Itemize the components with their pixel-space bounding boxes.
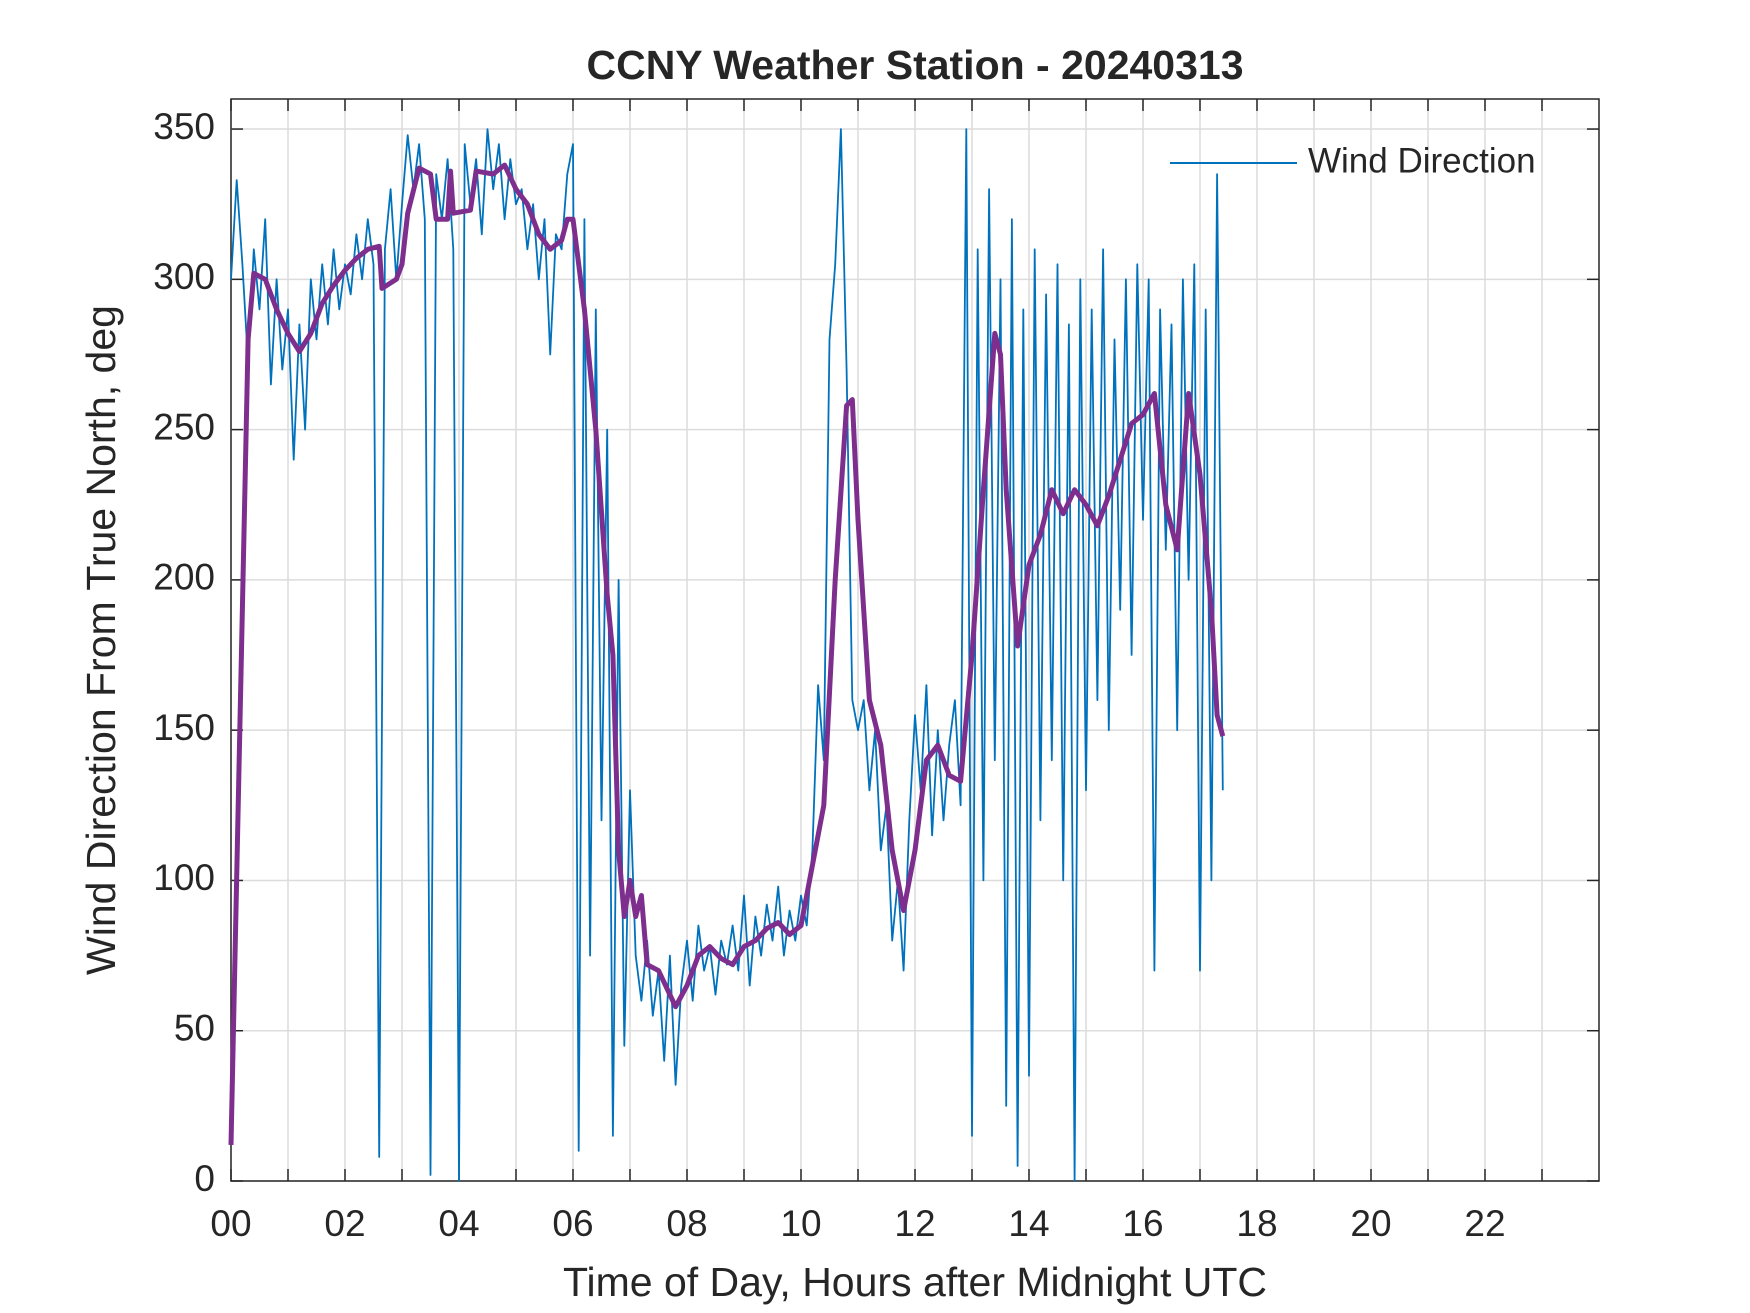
- y-tick-label: 50: [174, 1008, 215, 1049]
- y-tick-label: 250: [153, 406, 215, 447]
- x-tick-label: 04: [438, 1203, 479, 1244]
- x-tick-label: 02: [324, 1203, 365, 1244]
- y-tick-label: 100: [153, 857, 215, 898]
- y-tick-label: 200: [153, 557, 215, 598]
- y-tick-label: 0: [194, 1158, 215, 1199]
- x-tick-label: 12: [894, 1203, 935, 1244]
- y-axis-label: Wind Direction From True North, deg: [78, 305, 124, 975]
- x-tick-label: 10: [780, 1203, 821, 1244]
- x-tick-label: 18: [1236, 1203, 1277, 1244]
- axes-box: [230, 98, 1600, 1182]
- data-line: [228, 162, 1226, 1145]
- y-tick-label: 350: [153, 106, 215, 147]
- x-tick-label: 14: [1008, 1203, 1049, 1244]
- x-tick-label: 00: [210, 1203, 251, 1244]
- y-tick-label: 150: [153, 707, 215, 748]
- y-tick-label: 300: [153, 256, 215, 297]
- legend-label: Wind Direction: [1308, 141, 1536, 180]
- x-tick-label: 20: [1350, 1203, 1391, 1244]
- x-tick-label: 16: [1122, 1203, 1163, 1244]
- x-axis-label: Time of Day, Hours after Midnight UTC: [563, 1259, 1267, 1305]
- x-tick-label: 06: [552, 1203, 593, 1244]
- x-tick-label: 08: [666, 1203, 707, 1244]
- x-tick-label: 22: [1464, 1203, 1505, 1244]
- chart-title: CCNY Weather Station - 20240313: [586, 42, 1243, 88]
